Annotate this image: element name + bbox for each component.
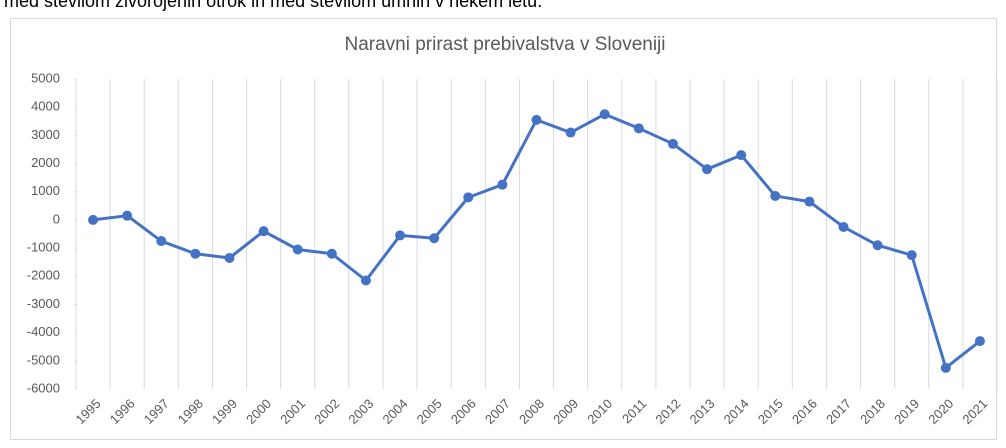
data-point (770, 190, 781, 201)
data-point (395, 230, 406, 241)
y-tick-label: -5000 (27, 352, 60, 367)
data-point (872, 240, 883, 251)
chart-border (10, 18, 997, 440)
data-point (463, 192, 474, 203)
data-point (88, 214, 99, 225)
data-point (804, 196, 815, 207)
data-point (292, 244, 303, 255)
y-tick-label: 2000 (31, 155, 60, 170)
data-point (633, 123, 644, 134)
y-tick-label: -6000 (27, 380, 60, 395)
y-tick-label: 5000 (31, 70, 60, 85)
data-point (497, 179, 508, 190)
data-point (224, 252, 235, 263)
data-point (906, 250, 917, 261)
data-point (429, 233, 440, 244)
y-tick-label: 1000 (31, 183, 60, 198)
chart-title: Naravni prirast prebivalstva v Sloveniji (344, 34, 665, 55)
data-point (531, 114, 542, 125)
data-point (599, 109, 610, 120)
y-tick-label: 0 (53, 211, 60, 226)
y-tick-label: 4000 (31, 99, 60, 114)
data-point (565, 127, 576, 138)
note-text: med številom živorojenih otrok in med št… (4, 0, 542, 11)
y-tick-label: -1000 (27, 240, 60, 255)
data-point (190, 248, 201, 259)
y-tick-label: -4000 (27, 324, 60, 339)
y-tick-label: 3000 (31, 127, 60, 142)
data-point (838, 221, 849, 232)
y-tick-label: -3000 (27, 296, 60, 311)
data-point (360, 275, 371, 286)
data-point (667, 138, 678, 149)
data-point (156, 236, 167, 247)
data-point (326, 248, 337, 259)
data-point (258, 226, 269, 237)
data-point (122, 210, 133, 221)
y-tick-label: -2000 (27, 268, 60, 283)
data-point (702, 164, 713, 175)
data-point (736, 150, 747, 161)
data-point (940, 362, 951, 373)
data-point (974, 336, 985, 347)
